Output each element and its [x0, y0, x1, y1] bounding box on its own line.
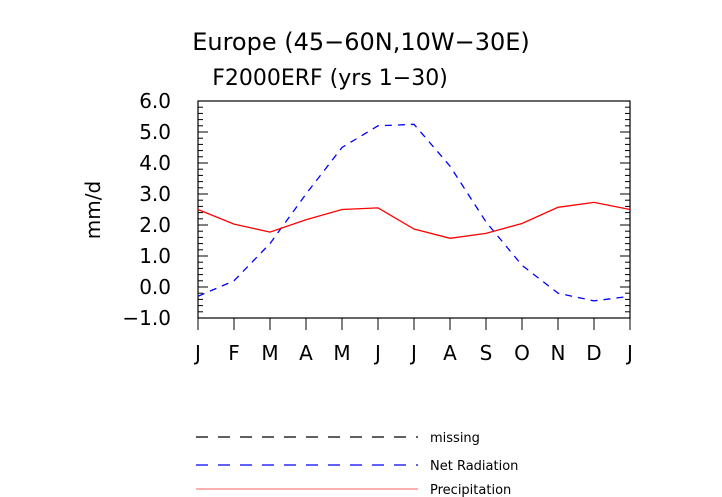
- series-line-net-radiation: [197, 123, 631, 302]
- x-tick-label: M: [333, 341, 350, 365]
- chart-title: Europe (45−60N,10W−30E): [192, 28, 530, 56]
- x-tick-label: D: [586, 341, 601, 365]
- legend-label-precipitation: Precipitation: [430, 483, 511, 497]
- x-tick-label: A: [443, 341, 457, 365]
- y-tick-label: −1.0: [122, 306, 171, 330]
- x-tick-label: N: [551, 341, 566, 365]
- plot-frame: [197, 100, 631, 319]
- x-tick-label: S: [480, 341, 493, 365]
- plot-area: −1.00.01.02.03.04.05.06.0J F M A M J J A S O N D J: [122, 89, 633, 365]
- series-line-precipitation: [197, 201, 631, 239]
- legend-label-missing: missing: [430, 431, 480, 446]
- legend: missing Net Radiation Precipitation: [196, 431, 518, 497]
- legend-label-net-radiation: Net Radiation: [430, 459, 518, 474]
- y-tick-label: 1.0: [139, 244, 171, 268]
- y-tick-label: 5.0: [139, 120, 171, 144]
- x-tick-label: J: [373, 341, 381, 365]
- y-tick-label: 2.0: [139, 213, 171, 237]
- x-tick-label: J: [193, 341, 201, 365]
- x-tick-label: M: [261, 341, 278, 365]
- x-tick-label: J: [625, 341, 633, 365]
- x-tick-label: O: [514, 341, 530, 365]
- y-axis-label: mm/d: [81, 181, 105, 239]
- chart-subtitle: F2000ERF (yrs 1−30): [212, 66, 448, 91]
- x-tick-label: F: [228, 341, 240, 365]
- y-tick-label: 6.0: [139, 89, 171, 113]
- y-tick-label: 0.0: [139, 275, 171, 299]
- y-tick-label: 3.0: [139, 182, 171, 206]
- x-tick-label: A: [299, 341, 313, 365]
- x-tick-label: J: [409, 341, 417, 365]
- y-tick-label: 4.0: [139, 151, 171, 175]
